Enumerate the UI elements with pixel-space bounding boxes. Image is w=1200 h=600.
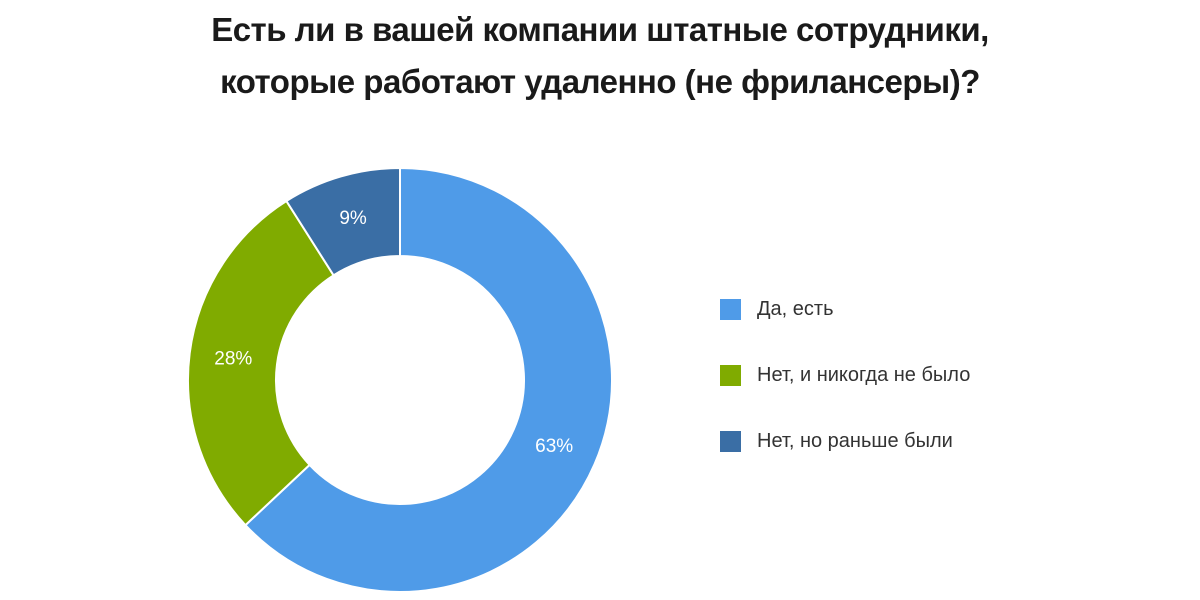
- legend-swatch-no-never: [720, 364, 741, 386]
- donut-slice-no-previously: [285, 166, 401, 277]
- legend-item-yes: Да, есть: [720, 276, 970, 342]
- legend-item-no-never: Нет, и никогда не было: [720, 342, 970, 408]
- donut-label-no-previously: 9%: [339, 208, 367, 229]
- donut-label-no-never: 28%: [214, 348, 252, 369]
- legend-label-no-previously: Нет, но раньше были: [757, 429, 953, 452]
- chart-title-line-2: которые работают удаленно (не фрилансеры…: [220, 63, 980, 100]
- legend-item-no-previously: Нет, но раньше были: [720, 408, 970, 474]
- legend-swatch-no-previously: [720, 430, 741, 452]
- donut-slice-yes: [244, 166, 613, 593]
- donut-slices: [187, 166, 613, 593]
- donut-label-yes: 63%: [535, 436, 573, 457]
- chart-title: Есть ли в вашей компании штатные сотрудн…: [0, 4, 1200, 108]
- legend-swatch-yes: [720, 298, 741, 320]
- legend-label-no-never: Нет, и никогда не было: [757, 363, 971, 386]
- donut-value-labels: 63% 28% 9%: [214, 208, 573, 457]
- chart-legend: Да, есть Нет, и никогда не было Нет, но …: [720, 276, 970, 474]
- chart-title-line-1: Есть ли в вашей компании штатные сотрудн…: [211, 11, 989, 48]
- donut-slice-no-never: [187, 199, 335, 527]
- legend-label-yes: Да, есть: [757, 297, 834, 320]
